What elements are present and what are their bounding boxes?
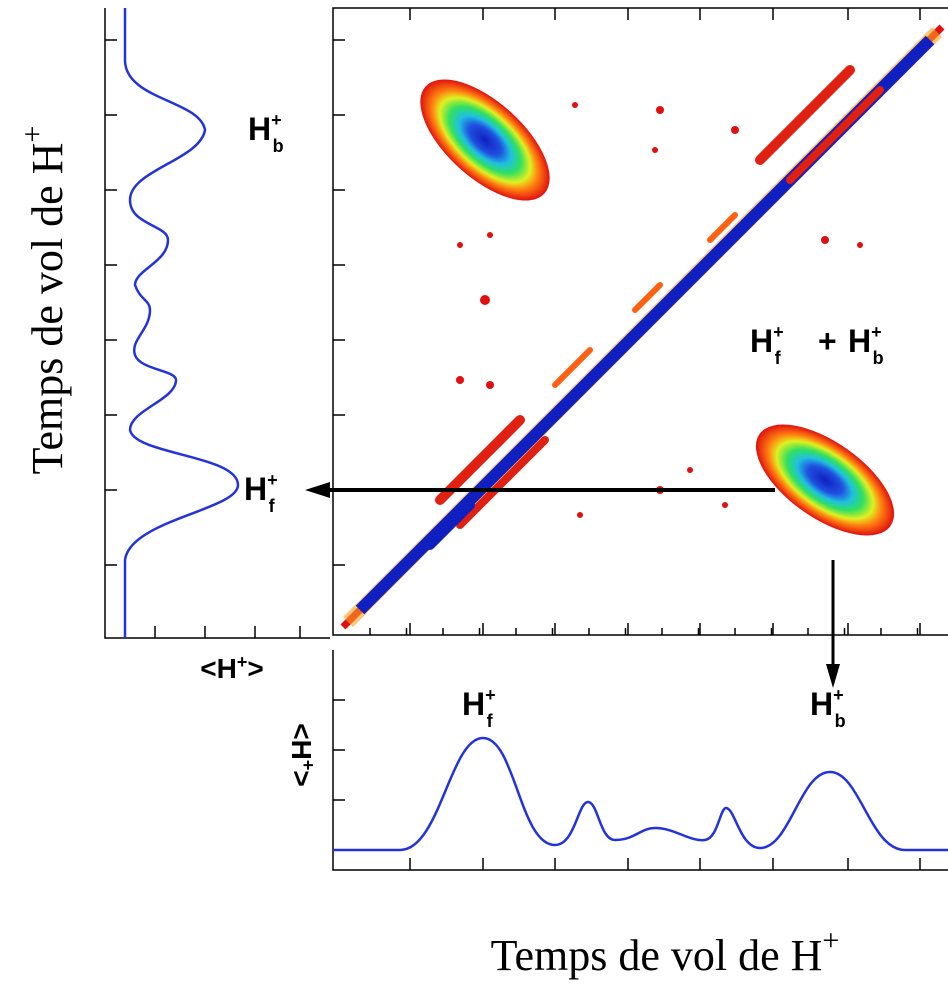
label-open: <H bbox=[286, 723, 317, 760]
label-joiner: + bbox=[818, 323, 837, 359]
ion-label: H+ f bbox=[750, 322, 784, 368]
ion-label: H+ b bbox=[248, 110, 284, 156]
label-sup: + bbox=[822, 924, 839, 957]
label-sup: + bbox=[871, 322, 882, 342]
ion-label: H+ f bbox=[244, 470, 278, 516]
label-base: H bbox=[462, 686, 485, 722]
label-close: > bbox=[247, 653, 263, 684]
x-axis-label: Temps de vol de H+ bbox=[491, 924, 840, 980]
label-sup: + bbox=[298, 760, 318, 771]
label-base: H bbox=[810, 686, 833, 722]
ion-label: H+ b bbox=[810, 685, 846, 731]
label-sup: + bbox=[16, 126, 49, 143]
label-sub: b bbox=[273, 136, 284, 156]
label-sup: + bbox=[773, 322, 784, 342]
label-sub: f bbox=[269, 496, 276, 516]
label-base: H bbox=[848, 323, 871, 359]
label-base: H bbox=[244, 471, 267, 507]
label-base: H bbox=[248, 111, 271, 147]
ticks bbox=[105, 8, 921, 870]
label-text: Temps de vol de H bbox=[23, 143, 72, 475]
ion-label: H+ f bbox=[462, 685, 496, 731]
label-base: H bbox=[750, 323, 773, 359]
label-sup: + bbox=[267, 470, 278, 490]
left-panel bbox=[104, 8, 330, 639]
bottom-panel-label: <H+> bbox=[286, 723, 318, 786]
label-close: > bbox=[286, 770, 317, 786]
ion-label: H+ b bbox=[848, 322, 884, 368]
label-sub: f bbox=[487, 711, 494, 731]
label-sup: + bbox=[271, 110, 282, 130]
label-open: <H bbox=[200, 653, 237, 684]
label-sup: + bbox=[833, 685, 844, 705]
label-text: Temps de vol de H bbox=[491, 931, 823, 980]
label-sub: f bbox=[775, 348, 782, 368]
main-panel bbox=[305, 7, 948, 688]
label-sub: b bbox=[873, 348, 884, 368]
label-sub: b bbox=[835, 711, 846, 731]
label-sup: + bbox=[485, 685, 496, 705]
bottom-panel bbox=[332, 650, 948, 871]
left-panel-label: <H+> bbox=[200, 652, 263, 684]
label-sup: + bbox=[237, 652, 248, 672]
y-axis-label: Temps de vol de H+ bbox=[16, 126, 72, 475]
